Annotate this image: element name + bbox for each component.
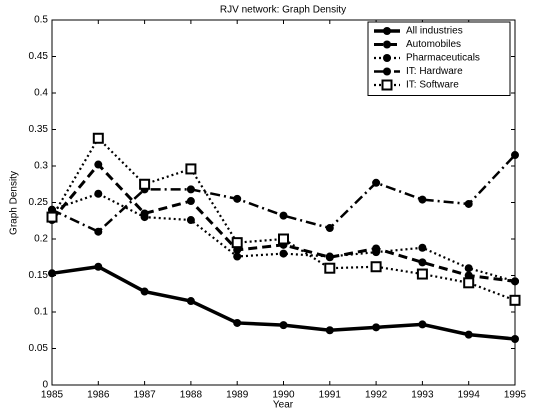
- chart-title: RJV network: Graph Density: [220, 5, 346, 16]
- data-point: [464, 199, 473, 208]
- data-point: [464, 330, 473, 339]
- data-point: [463, 277, 475, 289]
- legend-label: IT: Software: [406, 80, 459, 91]
- x-axis-label: Year: [273, 400, 294, 411]
- x-tick-label: 1988: [180, 390, 203, 401]
- data-point: [139, 178, 151, 190]
- legend-marker: [383, 40, 391, 49]
- data-point: [418, 243, 427, 252]
- x-tick-label: 1994: [458, 390, 481, 401]
- data-point: [325, 326, 334, 335]
- data-point: [279, 249, 288, 258]
- y-tick-label: 0.25: [29, 197, 49, 208]
- data-point: [370, 261, 382, 273]
- y-tick-label: 0.15: [29, 270, 49, 281]
- legend-label: IT: Hardware: [406, 66, 463, 77]
- legend-marker: [383, 54, 391, 62]
- data-point: [94, 227, 103, 236]
- x-tick-label: 1993: [411, 390, 434, 401]
- y-tick-label: 0.05: [29, 343, 49, 354]
- y-tick-label: 0.35: [29, 124, 49, 135]
- y-axis-label: Graph Density: [9, 171, 20, 235]
- data-point: [418, 258, 427, 267]
- data-point: [325, 224, 334, 233]
- series-line: [51, 154, 516, 234]
- data-point: [233, 194, 242, 203]
- data-point: [140, 287, 149, 296]
- data-point: [231, 237, 243, 249]
- data-point: [418, 195, 427, 204]
- series-line: [50, 162, 516, 283]
- y-tick-label: 0.4: [34, 88, 48, 99]
- legend-marker: [383, 67, 391, 76]
- data-point: [94, 160, 103, 169]
- data-point: [372, 323, 381, 332]
- data-point: [185, 163, 197, 175]
- x-tick-label: 1992: [365, 390, 388, 401]
- data-point: [46, 211, 58, 223]
- x-tick-label: 1990: [272, 390, 295, 401]
- data-point: [511, 151, 519, 160]
- data-point: [233, 318, 242, 327]
- data-point: [324, 262, 336, 274]
- y-tick-label: 0.5: [34, 15, 48, 26]
- data-point: [94, 189, 103, 198]
- data-point: [416, 268, 428, 280]
- data-point: [94, 262, 103, 271]
- data-point: [278, 233, 289, 245]
- data-point: [511, 335, 519, 344]
- data-point: [186, 185, 195, 194]
- y-tick-label: 0.3: [34, 161, 48, 172]
- x-tick-label: 1991: [319, 390, 342, 401]
- data-point: [92, 132, 104, 144]
- y-tick-label: 0.45: [29, 51, 49, 62]
- legend-marker: [383, 27, 391, 35]
- y-tick-label: 0: [42, 380, 48, 391]
- x-tick-label: 1995: [504, 390, 527, 401]
- data-point: [140, 213, 149, 222]
- data-point: [464, 264, 473, 273]
- x-tick-label: 1989: [226, 390, 249, 401]
- legend-marker: [381, 79, 393, 91]
- data-point: [186, 216, 195, 225]
- data-point: [48, 269, 56, 278]
- data-point: [186, 197, 195, 206]
- x-tick-label: 1987: [133, 390, 156, 401]
- legend-label: Automobiles: [406, 39, 461, 50]
- data-point: [372, 248, 381, 257]
- y-tick-label: 0.1: [34, 307, 48, 318]
- data-point: [233, 252, 242, 261]
- data-point: [186, 297, 195, 306]
- data-point: [509, 294, 521, 306]
- legend-label: Pharmaceuticals: [406, 53, 480, 64]
- data-point: [418, 320, 427, 329]
- legend-label: All industries: [406, 26, 463, 37]
- x-tick-label: 1985: [41, 390, 64, 401]
- data-point: [372, 178, 381, 187]
- y-tick-label: 0.2: [34, 234, 48, 245]
- data-point: [279, 211, 288, 220]
- data-point: [325, 252, 334, 261]
- data-point: [511, 277, 519, 286]
- x-tick-label: 1986: [87, 390, 110, 401]
- data-point: [279, 321, 288, 330]
